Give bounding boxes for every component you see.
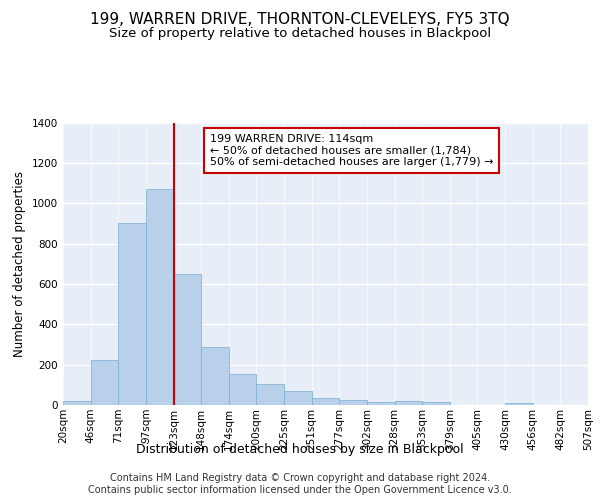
Bar [422, 402, 450, 405]
Bar [118, 224, 146, 405]
Text: Distribution of detached houses by size in Blackpool: Distribution of detached houses by size … [136, 442, 464, 456]
Bar [146, 189, 173, 405]
Bar [173, 274, 201, 405]
Text: 199, WARREN DRIVE, THORNTON-CLEVELEYS, FY5 3TQ: 199, WARREN DRIVE, THORNTON-CLEVELEYS, F… [90, 12, 510, 28]
Text: Size of property relative to detached houses in Blackpool: Size of property relative to detached ho… [109, 28, 491, 40]
Bar [395, 401, 422, 405]
Text: Contains HM Land Registry data © Crown copyright and database right 2024.
Contai: Contains HM Land Registry data © Crown c… [88, 474, 512, 495]
Bar [505, 403, 533, 405]
Text: 199 WARREN DRIVE: 114sqm
← 50% of detached houses are smaller (1,784)
50% of sem: 199 WARREN DRIVE: 114sqm ← 50% of detach… [210, 134, 493, 167]
Bar [63, 401, 91, 405]
Bar [91, 360, 118, 405]
Bar [311, 398, 340, 405]
Bar [284, 391, 311, 405]
Y-axis label: Number of detached properties: Number of detached properties [13, 171, 26, 357]
Bar [229, 374, 256, 405]
Bar [340, 400, 367, 405]
Bar [201, 348, 229, 405]
Bar [367, 402, 395, 405]
Bar [256, 384, 284, 405]
